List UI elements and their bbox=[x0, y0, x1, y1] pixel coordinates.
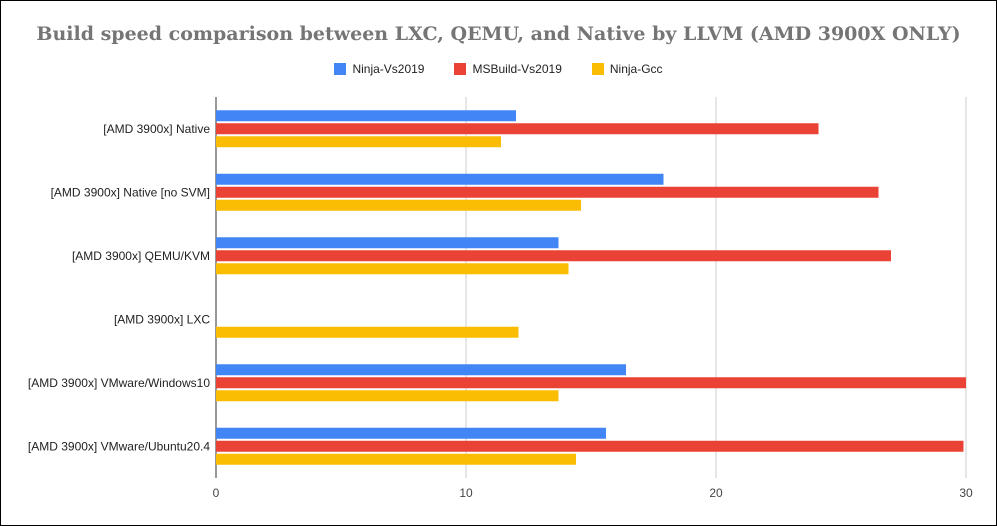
legend-label: MSBuild-Vs2019 bbox=[472, 62, 562, 76]
bar-ninja-gcc bbox=[216, 453, 576, 465]
legend-item-ninja-vs2019: Ninja-Vs2019 bbox=[334, 62, 424, 76]
legend-item-msbuild-vs2019: MSBuild-Vs2019 bbox=[454, 62, 562, 76]
chart-title: Build speed comparison between LXC, QEMU… bbox=[36, 23, 961, 45]
legend-swatch bbox=[591, 63, 604, 75]
bar-msbuild-vs2019 bbox=[216, 440, 964, 452]
category-label: [AMD 3900x] LXC bbox=[114, 312, 210, 326]
bar-ninja-vs2019 bbox=[216, 110, 516, 122]
bar-msbuild-vs2019 bbox=[216, 250, 891, 262]
legend-swatch bbox=[334, 63, 347, 75]
x-tick-label: 20 bbox=[709, 486, 723, 500]
category-label: [AMD 3900x] QEMU/KVM bbox=[72, 249, 210, 263]
x-tick-label: 30 bbox=[959, 486, 973, 500]
bar-msbuild-vs2019 bbox=[216, 377, 966, 389]
bar-ninja-gcc bbox=[216, 263, 569, 275]
bar-ninja-gcc bbox=[216, 136, 501, 148]
x-tick-label: 0 bbox=[213, 486, 220, 500]
bar-ninja-vs2019 bbox=[216, 427, 606, 439]
bar-ninja-vs2019 bbox=[216, 173, 664, 185]
x-tick-label: 10 bbox=[459, 486, 473, 500]
bar-ninja-vs2019 bbox=[216, 364, 626, 376]
bar-msbuild-vs2019 bbox=[216, 123, 819, 135]
bar-ninja-gcc bbox=[216, 326, 519, 338]
bar-ninja-vs2019 bbox=[216, 237, 559, 249]
legend-label: Ninja-Vs2019 bbox=[352, 62, 425, 76]
bar-ninja-gcc bbox=[216, 199, 581, 211]
category-label: [AMD 3900x] VMware/Windows10 bbox=[28, 376, 210, 390]
category-label: [AMD 3900x] Native bbox=[103, 122, 210, 136]
bar-msbuild-vs2019 bbox=[216, 186, 879, 198]
legend-label: Ninja-Gcc bbox=[609, 62, 663, 76]
legend-swatch bbox=[454, 63, 467, 75]
chart-legend: Ninja-Vs2019 MSBuild-Vs2019 Ninja-Gcc bbox=[1, 62, 996, 76]
legend-item-ninja-gcc: Ninja-Gcc bbox=[591, 62, 663, 76]
category-label: [AMD 3900x] Native [no SVM] bbox=[51, 185, 210, 199]
bar-ninja-gcc bbox=[216, 390, 559, 402]
category-label: [AMD 3900x] VMware/Ubuntu20.4 bbox=[28, 439, 210, 453]
